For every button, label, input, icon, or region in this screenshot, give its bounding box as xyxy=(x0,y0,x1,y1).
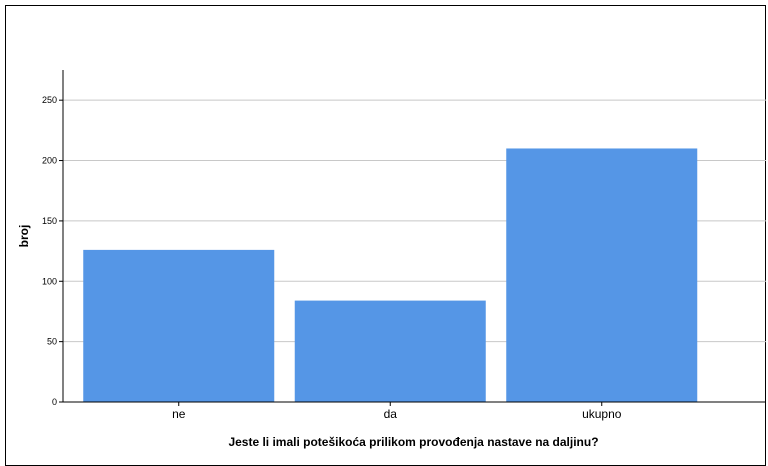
x-tick-label: da xyxy=(384,407,398,421)
x-axis-title: Jeste li imali potešikoća prilikom provo… xyxy=(228,435,598,449)
y-tick-label: 50 xyxy=(47,337,57,347)
bar-da xyxy=(294,300,486,402)
y-tick-labels: 0 50 100 150 200 250 xyxy=(42,95,57,407)
y-tick-label: 150 xyxy=(42,216,57,226)
y-tick-label: 200 xyxy=(42,156,57,166)
y-axis-title: broj xyxy=(17,225,31,248)
x-tick-label: ukupno xyxy=(582,407,622,421)
x-tick-label: ne xyxy=(172,407,186,421)
bar-ukupno xyxy=(506,148,698,402)
y-tick-label: 0 xyxy=(52,397,57,407)
bars xyxy=(83,148,698,402)
y-tick-label: 250 xyxy=(42,95,57,105)
bar-chart: 0 50 100 150 200 250 ne da ukupno broj Jeste li… xyxy=(17,70,766,449)
bar-ne xyxy=(83,249,275,402)
x-tick-labels: ne da ukupno xyxy=(172,402,622,421)
y-tick-label: 100 xyxy=(42,276,57,286)
